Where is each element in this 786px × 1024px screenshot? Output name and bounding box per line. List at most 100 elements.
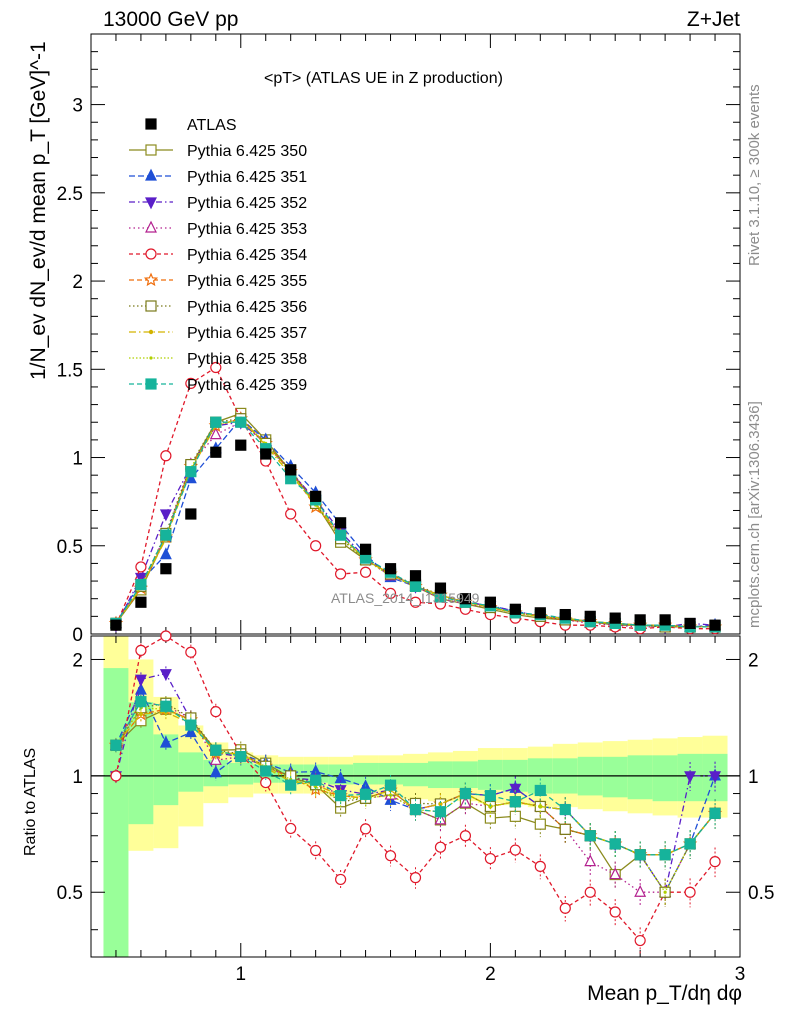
series-ratio-point — [110, 739, 122, 751]
series-ratio-point — [388, 793, 393, 797]
series-ratio-point — [484, 852, 496, 865]
series-point — [135, 561, 147, 573]
analysis-watermark: ATLAS_2014_I1315949 — [331, 590, 480, 606]
chart-title-text: <pT> (ATLAS UE in Z production) — [264, 70, 503, 87]
legend-entry: Pythia 6.425 353 — [129, 220, 307, 238]
energy-label: 13000 GeV pp — [103, 8, 239, 31]
series-ratio-point — [438, 801, 443, 807]
legend-entry: Pythia 6.425 358 — [129, 351, 307, 368]
series-ratio-point — [709, 771, 722, 784]
series-ratio-point — [384, 779, 397, 791]
series-ratio-point — [209, 765, 222, 778]
series-ratio-point — [160, 700, 172, 712]
band-green — [427, 761, 453, 789]
data-point — [335, 517, 347, 529]
series-ratio-point — [384, 850, 397, 862]
band-green — [627, 755, 653, 800]
legend-label: Pythia 6.425 357 — [187, 325, 307, 342]
series-ratio-point — [459, 830, 472, 842]
ratio-axis-label: Ratio to ATLAS — [22, 747, 39, 856]
series-ratio-point — [310, 844, 322, 857]
series-ratio-point — [260, 776, 272, 789]
data-point — [559, 608, 571, 621]
series-ratio-point — [184, 725, 197, 738]
series-point — [159, 509, 172, 522]
y-axis-label-text: 1/N_ev dN_ev/d mean p_T [GeV]^-1 — [27, 41, 50, 380]
legend-label: Pythia 6.425 354 — [187, 247, 307, 264]
series-ratio-point — [185, 646, 197, 658]
legend: ATLAS Pythia 6.425 350 Pythia 6.425 351 Pyt… — [129, 117, 307, 394]
data-point — [135, 596, 147, 608]
series-ratio-point — [335, 873, 347, 886]
data-point — [310, 490, 322, 502]
legend-marker — [145, 197, 157, 210]
series-ratio-point — [609, 867, 622, 880]
legend-marker — [145, 144, 157, 156]
series-ratio-point — [609, 838, 621, 850]
data-point — [459, 593, 472, 605]
series-ratio-point — [534, 818, 546, 830]
band-green — [228, 762, 254, 785]
legend-label: Pythia 6.425 358 — [187, 351, 307, 368]
legend-label: Pythia 6.425 352 — [187, 195, 307, 212]
x-axis-label-text: Mean p_T/dη dφ — [587, 982, 742, 1005]
legend-entry: Pythia 6.425 355 — [129, 272, 307, 290]
series-ratio-point — [335, 790, 347, 802]
data-point — [185, 508, 197, 520]
series-ratio-point — [488, 804, 492, 809]
legend-marker — [143, 272, 159, 287]
series-point — [335, 568, 347, 580]
data-point — [260, 448, 272, 460]
series-point — [335, 529, 347, 541]
ratio-tick-label-left: 1 — [72, 767, 83, 788]
series-ratio-point — [110, 770, 122, 782]
series-ratio-point — [609, 906, 621, 918]
y-tick-label: 0 — [72, 625, 83, 646]
series-ratio-point — [559, 803, 571, 816]
legend-marker — [145, 220, 157, 233]
legend-marker — [145, 378, 157, 390]
series-ratio-point — [310, 774, 322, 786]
series-ratio-point — [484, 812, 496, 824]
data-point — [634, 614, 646, 626]
series-ratio-point — [235, 751, 247, 763]
series-7 — [110, 413, 721, 907]
y-axis-label: 1/N_ev dN_ev/d mean p_T [GeV]^-1 — [27, 40, 51, 380]
series-point — [160, 450, 172, 462]
legend-marker — [145, 300, 157, 312]
chart-title: <pT> (ATLAS UE in Z production) — [264, 70, 503, 88]
series-point — [210, 361, 222, 374]
series-point — [310, 540, 322, 552]
series-point — [185, 466, 197, 478]
series-point — [185, 377, 197, 390]
legend-label: Pythia 6.425 355 — [187, 273, 307, 290]
series-point — [160, 529, 172, 541]
series-ratio-point — [709, 807, 721, 819]
data-point — [534, 607, 546, 619]
series-ratio-point — [459, 787, 472, 800]
series-ratio-point — [210, 706, 222, 718]
legend-entry: Pythia 6.425 356 — [129, 299, 307, 316]
data-point — [434, 582, 447, 594]
series-ratio-point — [314, 785, 318, 789]
series-ratio-point — [534, 784, 546, 797]
series-ratio-point — [210, 744, 222, 756]
x-axis-label: Mean p_T/dη dφ — [587, 982, 742, 1006]
legend-label: Pythia 6.425 353 — [187, 221, 307, 238]
series-ratio-point — [134, 682, 147, 695]
legend-marker — [145, 118, 157, 130]
series-ratio-point — [684, 838, 696, 850]
series-ratio-point — [684, 771, 697, 784]
data-point — [359, 543, 372, 555]
series-ratio-point — [584, 886, 596, 898]
series-ratio-point — [663, 890, 667, 894]
legend-marker — [145, 168, 157, 181]
series-ratio-point — [359, 823, 372, 835]
data-point — [509, 603, 521, 615]
legend-label: Pythia 6.425 356 — [187, 299, 307, 316]
legend-marker — [149, 356, 153, 360]
series-ratio-point — [409, 803, 422, 816]
series-point — [235, 416, 247, 428]
data-point — [210, 446, 222, 458]
